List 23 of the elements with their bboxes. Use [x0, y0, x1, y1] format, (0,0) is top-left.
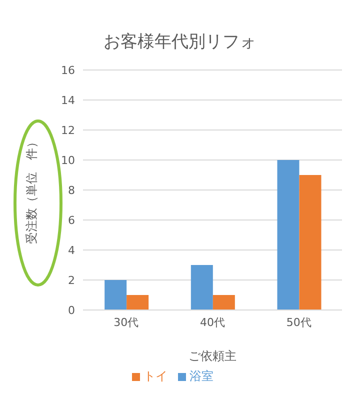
bar	[104, 280, 127, 310]
legend-label: トイ	[144, 369, 168, 383]
bar	[277, 160, 300, 310]
x-tick-label: 30代	[114, 316, 139, 329]
legend-label: 浴室	[190, 369, 214, 383]
bar	[299, 175, 322, 310]
y-tick-label: 2	[68, 274, 75, 287]
bar	[212, 295, 235, 310]
y-tick-label: 16	[61, 64, 75, 77]
y-axis-title: 受注数（単位 件）	[24, 136, 38, 244]
bar	[190, 265, 213, 310]
x-axis-title: ご依頼主	[188, 349, 236, 363]
y-tick-label: 10	[61, 154, 75, 167]
y-tick-label: 14	[61, 94, 75, 107]
chart-title: お客様年代別リフォ	[102, 31, 258, 54]
x-tick-label: 40代	[200, 316, 225, 329]
bar	[126, 295, 149, 310]
y-tick-label: 12	[61, 124, 75, 137]
x-tick-label: 50代	[286, 316, 312, 329]
y-tick-label: 6	[68, 214, 75, 227]
y-tick-label: 0	[68, 304, 75, 317]
y-tick-label: 4	[68, 244, 75, 257]
y-tick-label: 8	[68, 184, 75, 197]
